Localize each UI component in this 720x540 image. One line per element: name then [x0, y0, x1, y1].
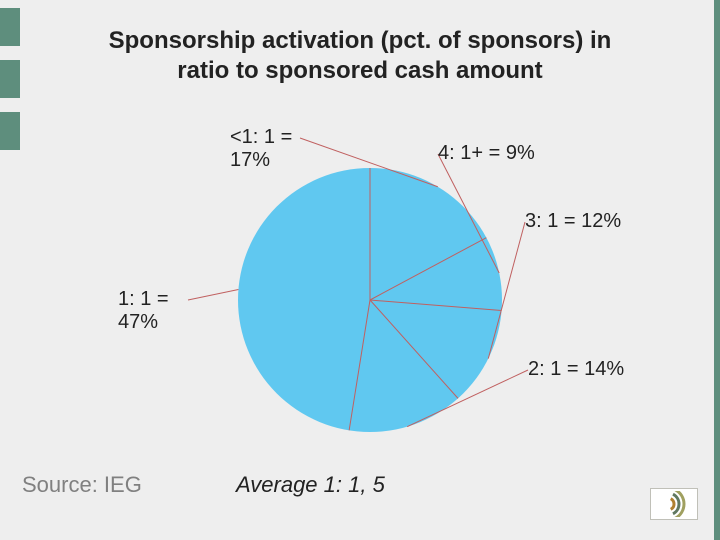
average-text: Average 1: 1, 5	[236, 472, 385, 498]
pie-slice-label: 2: 1 = 14%	[528, 358, 624, 381]
logo-icon	[650, 488, 698, 520]
left-tab-2	[0, 60, 20, 98]
pie-slice-label: 3: 1 = 12%	[525, 210, 621, 233]
pie-svg	[60, 100, 660, 460]
right-border	[714, 0, 720, 540]
left-tab-3	[0, 112, 20, 150]
pie-chart: <1: 1 = 17% 4: 1+ = 9% 3: 1 = 12% 2: 1 = 14…	[60, 100, 660, 460]
source-text: Source: IEG	[22, 472, 142, 498]
slide-title: Sponsorship activation (pct. of sponsors…	[80, 26, 640, 86]
logo-svg	[654, 491, 694, 517]
slide: Sponsorship activation (pct. of sponsors…	[0, 0, 720, 540]
pie-slice-label: <1: 1 = 17%	[230, 126, 292, 172]
pie-slice-label: 1: 1 = 47%	[118, 288, 169, 334]
pie-slice-label: 4: 1+ = 9%	[438, 142, 535, 165]
left-tab-1	[0, 8, 20, 46]
